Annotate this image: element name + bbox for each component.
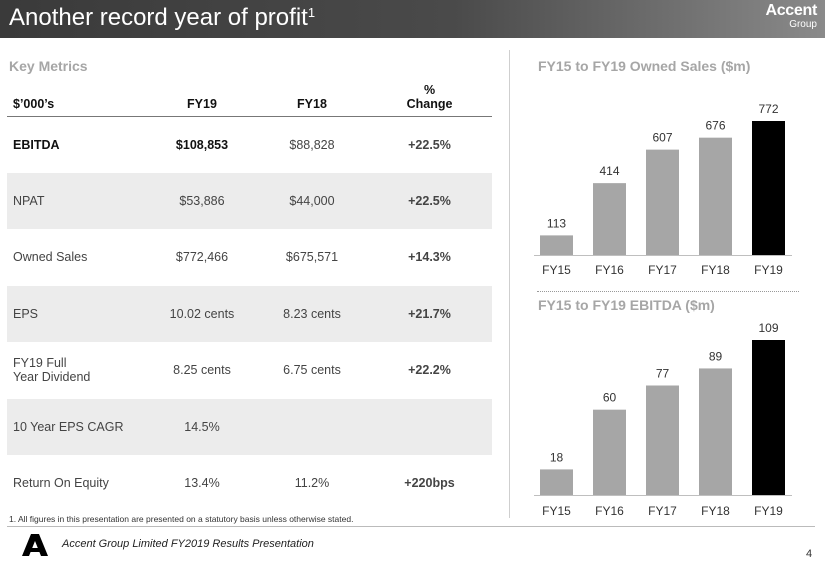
- metric-change-value: +22.5%: [408, 137, 451, 152]
- ebitda-bar-chart: 18 FY15 60 FY16 77 FY17 89 FY18 109 FY19: [534, 321, 792, 518]
- metric-fy18-value: $88,828: [289, 137, 335, 152]
- bar-fy18: [699, 137, 732, 255]
- bar-fy15: [540, 469, 573, 495]
- accent-a-logo-icon: [22, 534, 48, 556]
- metric-fy19-value: $772,466: [175, 250, 229, 265]
- footnote: 1. All figures in this presentation are …: [9, 514, 354, 524]
- footer-presentation-title: Accent Group Limited FY2019 Results Pres…: [62, 538, 314, 550]
- bar-value-label: 113: [547, 216, 566, 230]
- key-metrics-title: Key Metrics: [9, 58, 88, 74]
- accent-group-logo: Accent Group: [765, 2, 817, 31]
- column-header-unit: $’000’s: [13, 96, 55, 111]
- table-row: EPS 10.02 cents 8.23 cents +21.7%: [7, 285, 492, 342]
- category-tick-label: FY15: [542, 263, 571, 277]
- metric-label: Return On Equity: [13, 476, 109, 491]
- metric-fy19-value: $108,853: [175, 137, 229, 152]
- metric-fy18-value: 8.23 cents: [257, 285, 367, 342]
- vertical-divider: [509, 50, 510, 518]
- category-tick-label: FY16: [595, 263, 624, 277]
- metric-fy19-value: 10.02 cents: [147, 285, 257, 342]
- slide-header: Another record year of profit1 Accent Gr…: [0, 0, 825, 38]
- page-number: 4: [806, 548, 813, 560]
- metric-fy18-value: 6.75 cents: [283, 363, 341, 378]
- metric-label: EPS: [7, 285, 147, 342]
- bar-value-label: 77: [656, 367, 670, 381]
- footer-divider: [7, 526, 815, 527]
- metric-change-value: +21.7%: [367, 285, 492, 342]
- category-tick-label: FY17: [648, 504, 677, 518]
- table-row: NPAT $53,886 $44,000 +22.5%: [7, 172, 492, 229]
- bar-fy16: [593, 409, 626, 495]
- table-row: Owned Sales $772,466 $675,571 +14.3%: [7, 229, 492, 286]
- category-tick-label: FY17: [648, 263, 677, 277]
- metric-label: 10 Year EPS CAGR: [7, 398, 147, 455]
- column-header-change: % Change: [406, 82, 453, 111]
- metric-change-value: +220bps: [404, 476, 455, 491]
- slide-title: Another record year of profit1: [9, 4, 316, 31]
- metric-change-value: +22.2%: [408, 363, 451, 378]
- category-tick-label: FY19: [754, 263, 783, 277]
- category-tick-label: FY18: [701, 504, 730, 518]
- metric-fy19-value: 14.5%: [147, 398, 257, 455]
- metric-label: EBITDA: [13, 137, 60, 152]
- table-row: EBITDA $108,853 $88,828 +22.5%: [7, 116, 492, 173]
- metric-fy19-value: 8.25 cents: [173, 363, 231, 378]
- metric-fy18-value: $44,000: [257, 172, 367, 229]
- bar-fy18: [699, 368, 732, 495]
- chart-divider: [537, 291, 799, 292]
- bar-value-label: 60: [603, 391, 617, 405]
- category-tick-label: FY15: [542, 504, 571, 518]
- table-row: Return On Equity 13.4% 11.2% +220bps: [7, 455, 492, 512]
- bar-fy19: [752, 340, 785, 495]
- metric-fy18-value: $675,571: [285, 250, 339, 265]
- owned-sales-chart-title: FY15 to FY19 Owned Sales ($m): [538, 58, 751, 74]
- column-header-fy18: FY18: [297, 96, 327, 111]
- metric-fy19-value: $53,886: [147, 172, 257, 229]
- bar-value-label: 89: [709, 349, 723, 363]
- title-footnote-marker: 1: [307, 5, 316, 20]
- bar-fy19: [752, 121, 785, 255]
- bar-value-label: 109: [758, 321, 778, 335]
- category-tick-label: FY16: [595, 504, 624, 518]
- bar-value-label: 772: [758, 102, 778, 116]
- bar-fy17: [646, 385, 679, 495]
- metric-label: NPAT: [7, 172, 147, 229]
- bar-fy16: [593, 183, 626, 255]
- bar-fy15: [540, 235, 573, 255]
- bar-value-label: 676: [705, 119, 725, 133]
- bar-fy17: [646, 149, 679, 255]
- owned-sales-bar-chart: 113 FY15 414 FY16 607 FY17 676 FY18 772 FY19: [534, 102, 792, 277]
- table-header-row: $’000’s FY19 FY18 % Change: [7, 78, 492, 116]
- ebitda-chart-title: FY15 to FY19 EBITDA ($m): [538, 297, 715, 313]
- metric-change-value: [367, 398, 492, 455]
- metric-change-value: +14.3%: [408, 250, 451, 265]
- metric-fy19-value: 13.4%: [184, 476, 220, 491]
- table-row: FY19 Full Year Dividend 8.25 cents 6.75 cen…: [7, 342, 492, 399]
- bar-value-label: 414: [599, 164, 619, 178]
- bar-value-label: 18: [550, 450, 564, 464]
- category-tick-label: FY19: [754, 504, 783, 518]
- metric-label: Owned Sales: [13, 250, 88, 265]
- metric-fy18-value: [257, 398, 367, 455]
- metric-fy18-value: 11.2%: [294, 476, 330, 491]
- key-metrics-table: $’000’s FY19 FY18 % Change EBITDA $108,853…: [7, 78, 492, 512]
- metric-label: FY19 Full Year Dividend: [13, 356, 91, 385]
- bar-value-label: 607: [652, 131, 672, 145]
- metric-change-value: +22.5%: [367, 172, 492, 229]
- category-tick-label: FY18: [701, 263, 730, 277]
- column-header-fy19: FY19: [187, 96, 217, 111]
- table-row: 10 Year EPS CAGR 14.5%: [7, 398, 492, 455]
